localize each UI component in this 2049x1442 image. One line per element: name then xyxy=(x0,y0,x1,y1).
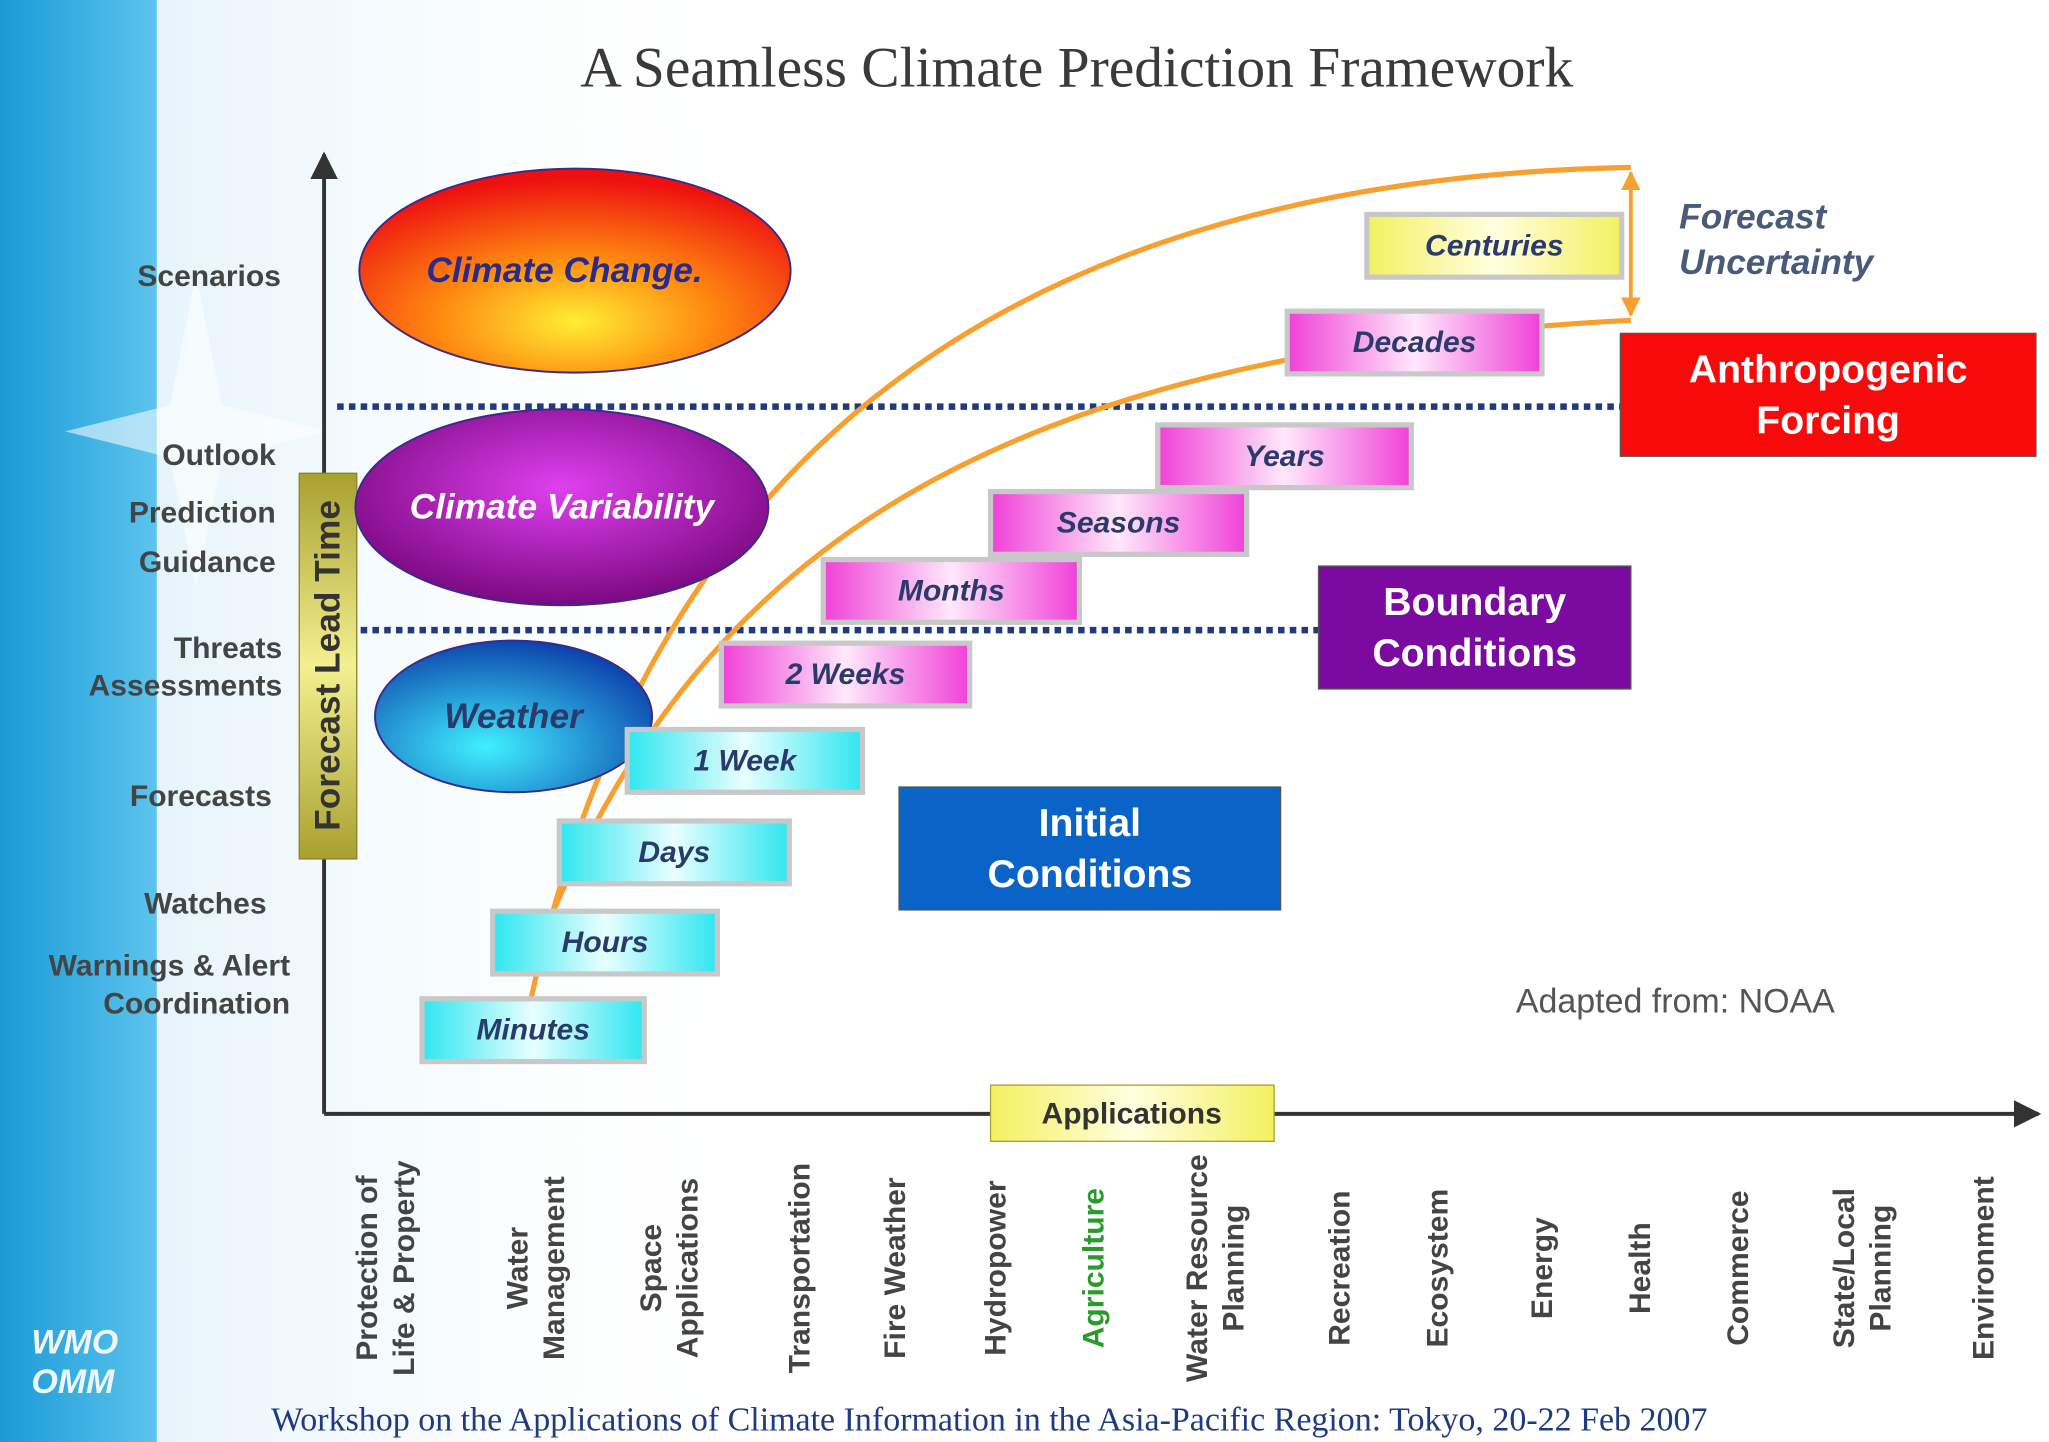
time-scale-label: 1 Week xyxy=(693,744,797,777)
application-line: Energy xyxy=(1525,1217,1558,1319)
application-line: Environment xyxy=(1967,1176,2000,1360)
forcing-label-line: Anthropogenic xyxy=(1689,348,1968,391)
application-line: Planning xyxy=(1864,1205,1897,1332)
time-scale-label: 2 Weeks xyxy=(785,658,906,691)
slide: A Seamless Climate Prediction Framework … xyxy=(0,0,2049,1442)
time-scale-label: Seasons xyxy=(1057,506,1181,539)
uncertainty-label-line: Uncertainty xyxy=(1679,243,1875,282)
time-scale-label: Years xyxy=(1244,440,1325,473)
uncertainty-label-line: Forecast xyxy=(1679,197,1827,236)
credit: Adapted from: NOAA xyxy=(1516,982,1835,1020)
application-line: Agriculture xyxy=(1077,1188,1110,1348)
application: Hydropower xyxy=(979,1180,1012,1356)
time-scale-label: Decades xyxy=(1353,326,1477,359)
forcing-label-line: Conditions xyxy=(988,852,1193,895)
application: Recreation xyxy=(1323,1190,1356,1345)
regime-label: Climate Change. xyxy=(426,251,702,290)
lead-time-level-line: Threats xyxy=(174,631,283,664)
application: Agriculture xyxy=(1077,1188,1110,1348)
application-line: Hydropower xyxy=(979,1180,1012,1356)
time-scale-label: Centuries xyxy=(1425,229,1564,262)
application-line: Life & Property xyxy=(387,1160,420,1376)
application: Commerce xyxy=(1721,1190,1754,1345)
forcing-label-line: Boundary xyxy=(1383,581,1566,624)
application: Transportation xyxy=(783,1163,816,1373)
application-line: State/Local xyxy=(1827,1188,1860,1348)
application-line: Protection of xyxy=(351,1174,384,1360)
lead-time-level-line: Warnings & Alert xyxy=(49,949,290,982)
y-axis-label: Forecast Lead Time xyxy=(309,500,348,831)
regime-label: Weather xyxy=(444,697,585,736)
lead-time-level-line: Prediction xyxy=(129,496,276,529)
forcing-label-line: Conditions xyxy=(1372,632,1577,675)
application-line: Applications xyxy=(671,1178,704,1358)
logo-line: WMO xyxy=(31,1324,118,1362)
lead-time-level-line: Forecasts xyxy=(130,780,272,813)
regime-label: Climate Variability xyxy=(410,488,717,527)
application-line: Space xyxy=(634,1224,667,1313)
forcing-label-line: Initial xyxy=(1039,801,1141,844)
footer: Workshop on the Applications of Climate … xyxy=(271,1401,1707,1438)
application-line: Commerce xyxy=(1721,1190,1754,1345)
lead-time-level: Outlook xyxy=(162,438,276,471)
time-scale-label: Hours xyxy=(562,926,649,959)
logo-line: OMM xyxy=(31,1363,115,1401)
sidebar xyxy=(0,0,157,1442)
application-line: Fire Weather xyxy=(879,1177,912,1359)
application-line: Planning xyxy=(1217,1205,1250,1332)
lead-time-level: Scenarios xyxy=(137,259,281,292)
lead-time-level-line: Coordination xyxy=(103,987,290,1020)
application-line: Water Resource xyxy=(1180,1154,1213,1382)
application-line: Management xyxy=(538,1176,571,1360)
lead-time-level: Prediction xyxy=(129,496,276,529)
time-scale-label: Months xyxy=(898,574,1005,607)
lead-time-level-line: Outlook xyxy=(162,438,276,471)
time-scale-label: Minutes xyxy=(476,1014,589,1047)
x-axis-label: Applications xyxy=(1042,1097,1222,1130)
application-line: Ecosystem xyxy=(1421,1189,1454,1348)
time-scale-label: Days xyxy=(638,836,710,869)
lead-time-level-line: Scenarios xyxy=(137,259,281,292)
application-line: Transportation xyxy=(783,1163,816,1373)
title: A Seamless Climate Prediction Framework xyxy=(580,36,1573,99)
application-line: Water xyxy=(501,1227,534,1310)
application: Health xyxy=(1623,1222,1656,1314)
lead-time-level: Forecasts xyxy=(130,780,272,813)
application: Energy xyxy=(1525,1217,1558,1319)
forcing-label-line: Forcing xyxy=(1756,399,1900,442)
lead-time-level: Guidance xyxy=(139,546,276,579)
lead-time-level-line: Assessments xyxy=(89,669,283,702)
application: Ecosystem xyxy=(1421,1189,1454,1348)
application: Fire Weather xyxy=(879,1177,912,1359)
lead-time-level: Watches xyxy=(144,887,266,920)
application: Environment xyxy=(1967,1176,2000,1360)
lead-time-level-line: Watches xyxy=(144,887,266,920)
page: A Seamless Climate Prediction Framework … xyxy=(0,0,2049,1442)
lead-time-level-line: Guidance xyxy=(139,546,276,579)
application-line: Health xyxy=(1623,1222,1656,1314)
application-line: Recreation xyxy=(1323,1190,1356,1345)
